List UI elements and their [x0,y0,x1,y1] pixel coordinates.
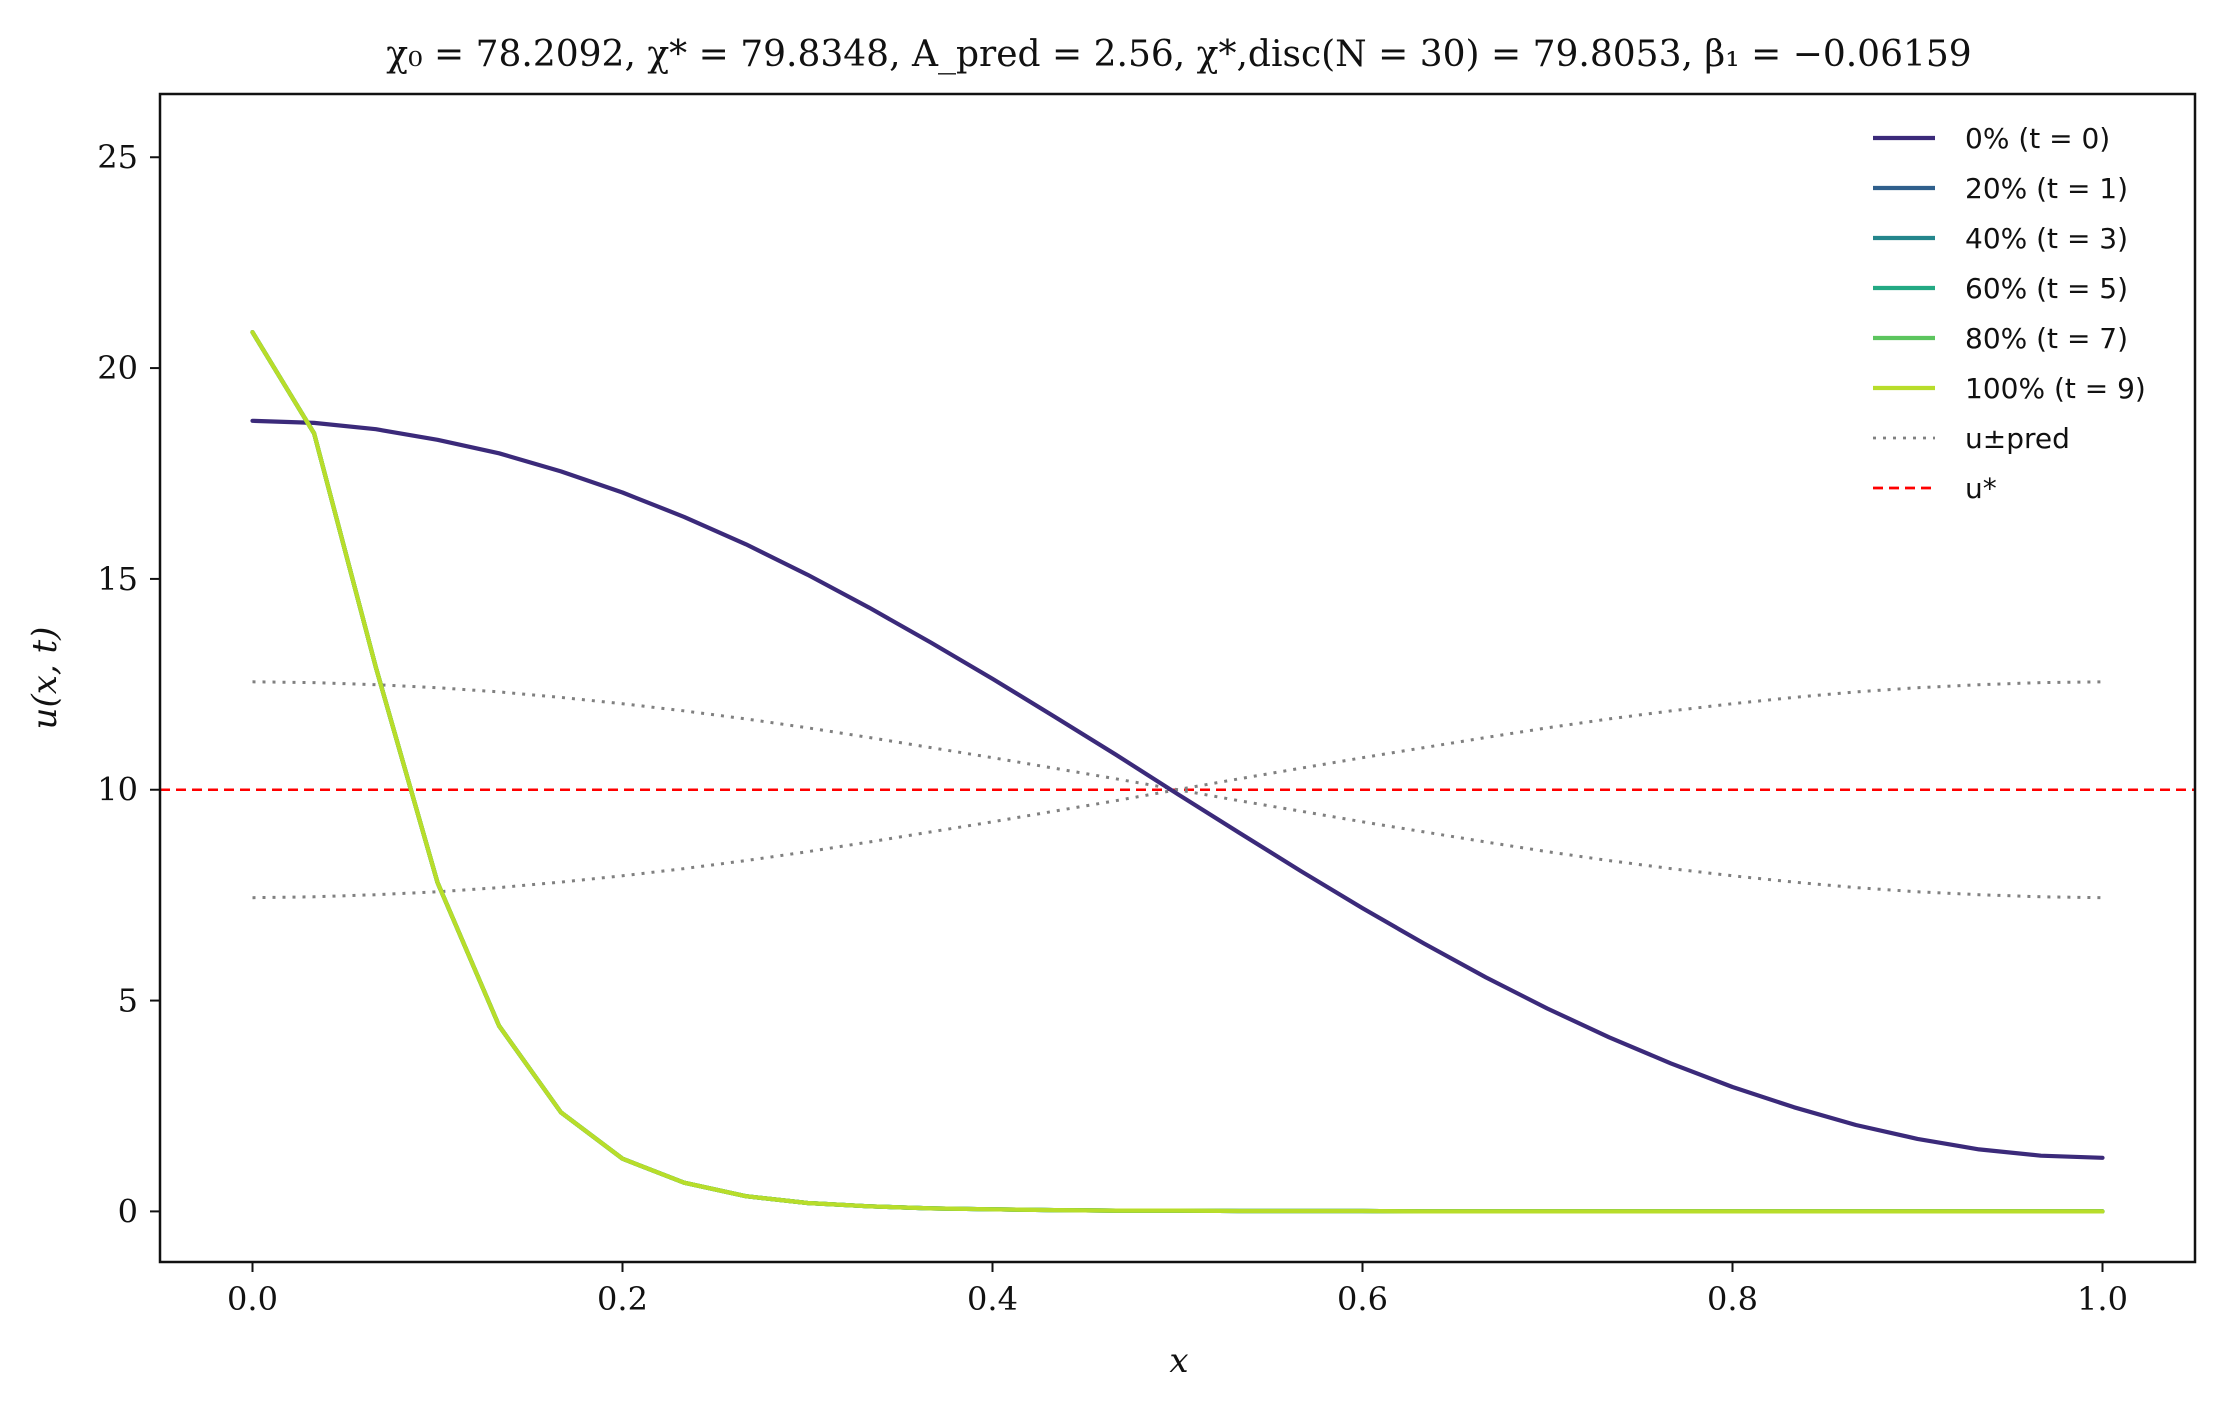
x-tick-label: 0.4 [967,1280,1018,1318]
series-line-5 [250,330,2105,1214]
x-tick-label: 0.6 [1337,1280,1388,1318]
y-tick-label: 10 [97,771,138,809]
x-tick-label: 0.2 [597,1280,648,1318]
legend: 0% (t = 0) 20% (t = 1) 40% (t = 3) 60% (t =… [1873,122,2146,505]
y-tick-label: 0 [118,1192,138,1230]
x-axis-label: x [1169,1341,1188,1381]
x-tick-label: 0.8 [1707,1280,1758,1318]
legend-label: 60% (t = 5) [1965,272,2128,305]
y-axis: 0 5 10 15 20 25 [97,138,160,1230]
plot-frame [158,92,2197,1264]
y-tick-label: 20 [97,349,138,387]
y-tick-label: 5 [118,982,138,1020]
series-line-pred-minus [252,680,2103,900]
legend-label: 40% (t = 3) [1965,222,2128,255]
x-axis: 0.0 0.2 0.4 0.6 0.8 1.0 [227,1262,2128,1318]
chart-title: χ₀ = 78.2092, χ* = 79.8348, A_pred = 2.5… [386,34,1971,75]
y-axis-label: u(x, t) [25,627,65,730]
y-tick-label: 15 [97,560,138,598]
legend-label: 20% (t = 1) [1965,172,2128,205]
legend-label: 80% (t = 7) [1965,322,2128,355]
series-layer [160,330,2195,1214]
y-tick-label: 25 [97,138,138,176]
legend-label: 100% (t = 9) [1965,372,2146,405]
x-tick-label: 0.0 [227,1280,278,1318]
x-tick-label: 1.0 [2077,1280,2128,1318]
legend-label: 0% (t = 0) [1965,122,2110,155]
series-line-0 [250,418,2105,1160]
legend-label: u±pred [1965,422,2070,455]
legend-label: u* [1965,472,1997,505]
